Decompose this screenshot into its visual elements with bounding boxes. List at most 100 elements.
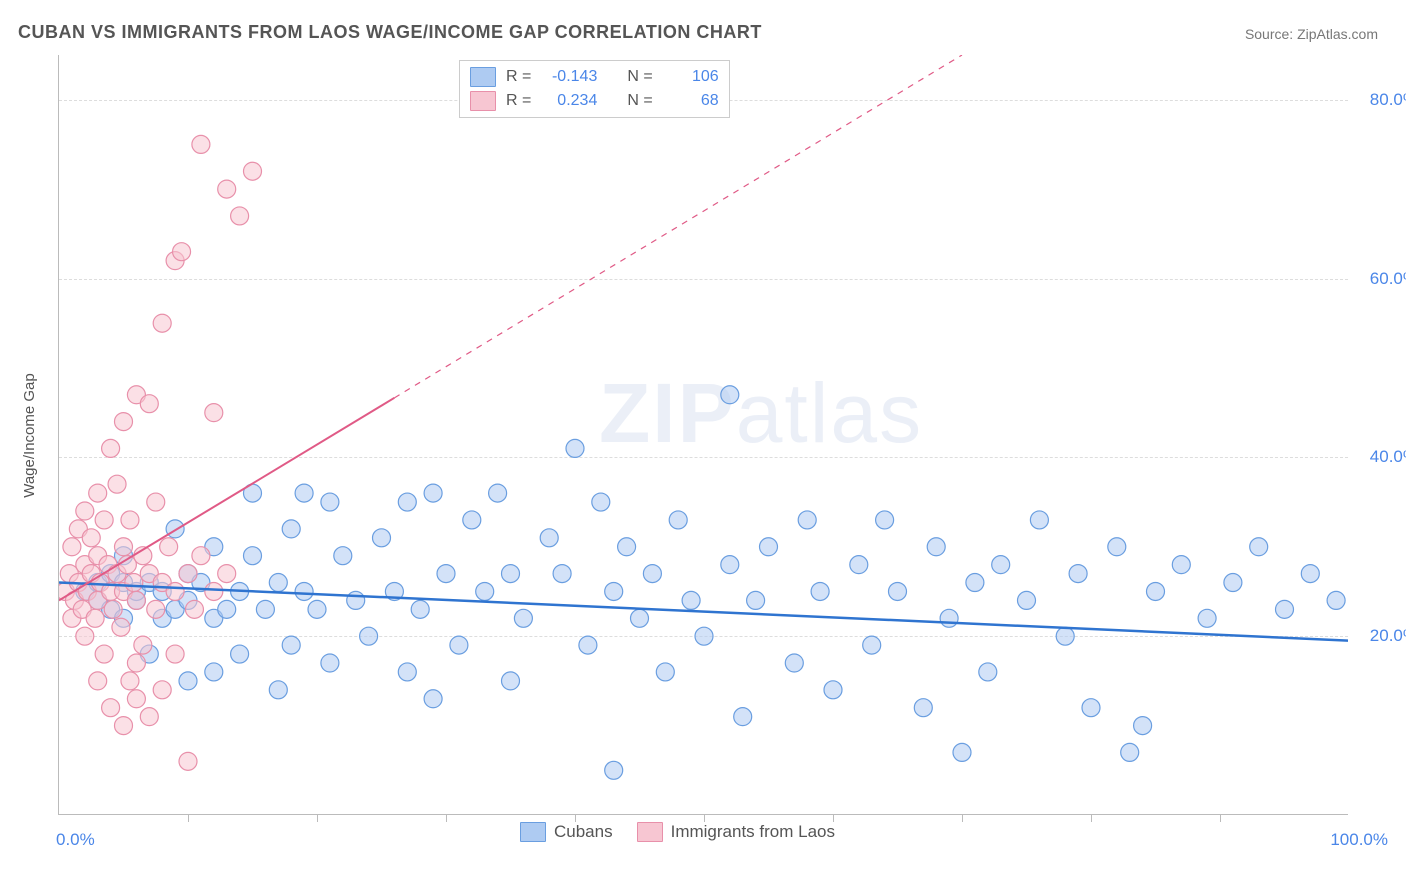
data-point-cubans [695, 627, 713, 645]
data-point-laos [82, 529, 100, 547]
data-point-cubans [1250, 538, 1268, 556]
data-point-cubans [643, 565, 661, 583]
r-label: R = [506, 92, 531, 110]
legend-item: Cubans [520, 822, 613, 842]
data-point-laos [112, 618, 130, 636]
series-legend: CubansImmigrants from Laos [520, 822, 835, 842]
plot-area: 20.0%40.0%60.0%80.0% ZIPatlas R =-0.143N… [58, 55, 1348, 815]
data-point-laos [192, 135, 210, 153]
data-point-laos [185, 600, 203, 618]
data-point-laos [147, 600, 165, 618]
data-point-cubans [734, 708, 752, 726]
data-point-cubans [282, 636, 300, 654]
data-point-laos [115, 413, 133, 431]
data-point-cubans [179, 672, 197, 690]
data-point-cubans [1030, 511, 1048, 529]
legend-swatch [637, 822, 663, 842]
data-point-laos [153, 314, 171, 332]
data-point-cubans [785, 654, 803, 672]
data-point-cubans [502, 672, 520, 690]
data-point-laos [179, 752, 197, 770]
data-point-cubans [889, 582, 907, 600]
data-point-cubans [566, 439, 584, 457]
data-point-cubans [398, 493, 416, 511]
data-point-cubans [295, 582, 313, 600]
data-point-laos [127, 690, 145, 708]
data-point-cubans [721, 556, 739, 574]
data-point-cubans [618, 538, 636, 556]
data-point-laos [153, 681, 171, 699]
r-value: 0.234 [541, 92, 597, 110]
x-tick [317, 814, 318, 822]
data-point-cubans [1134, 717, 1152, 735]
data-point-laos [95, 645, 113, 663]
data-point-laos [115, 538, 133, 556]
data-point-cubans [914, 699, 932, 717]
n-label: N = [627, 68, 652, 86]
data-point-laos [160, 538, 178, 556]
data-point-cubans [1224, 574, 1242, 592]
data-point-laos [231, 207, 249, 225]
data-point-cubans [373, 529, 391, 547]
y-tick-label: 20.0% [1358, 626, 1406, 646]
data-point-laos [179, 565, 197, 583]
stats-legend: R =-0.143N =106R =0.234N =68 [459, 60, 730, 118]
data-point-cubans [321, 493, 339, 511]
x-tick [446, 814, 447, 822]
data-point-cubans [334, 547, 352, 565]
data-point-cubans [489, 484, 507, 502]
data-point-cubans [747, 591, 765, 609]
data-point-laos [108, 475, 126, 493]
data-point-cubans [798, 511, 816, 529]
data-point-cubans [1121, 743, 1139, 761]
data-point-cubans [360, 627, 378, 645]
n-value: 106 [663, 68, 719, 86]
n-value: 68 [663, 92, 719, 110]
y-axis-label: Wage/Income Gap [21, 373, 38, 498]
data-point-cubans [256, 600, 274, 618]
data-point-laos [115, 717, 133, 735]
chart-svg [59, 55, 1348, 814]
data-point-cubans [966, 574, 984, 592]
data-point-cubans [218, 600, 236, 618]
x-tick [188, 814, 189, 822]
data-point-laos [205, 582, 223, 600]
data-point-cubans [1198, 609, 1216, 627]
data-point-cubans [347, 591, 365, 609]
data-point-laos [166, 582, 184, 600]
data-point-cubans [269, 681, 287, 699]
data-point-cubans [424, 484, 442, 502]
r-value: -0.143 [541, 68, 597, 86]
x-tick [704, 814, 705, 822]
data-point-cubans [631, 609, 649, 627]
data-point-laos [121, 511, 139, 529]
y-tick-label: 80.0% [1358, 90, 1406, 110]
data-point-cubans [205, 663, 223, 681]
data-point-cubans [605, 582, 623, 600]
legend-swatch [470, 91, 496, 111]
data-point-cubans [1327, 591, 1345, 609]
x-tick [833, 814, 834, 822]
data-point-cubans [553, 565, 571, 583]
r-label: R = [506, 68, 531, 86]
data-point-laos [102, 439, 120, 457]
y-tick-label: 60.0% [1358, 269, 1406, 289]
data-point-laos [218, 180, 236, 198]
data-point-cubans [579, 636, 597, 654]
x-axis-start: 0.0% [56, 830, 95, 850]
data-point-cubans [269, 574, 287, 592]
data-point-cubans [1056, 627, 1074, 645]
data-point-cubans [540, 529, 558, 547]
data-point-cubans [244, 547, 262, 565]
data-point-cubans [953, 743, 971, 761]
data-point-cubans [992, 556, 1010, 574]
data-point-cubans [321, 654, 339, 672]
legend-swatch [470, 67, 496, 87]
data-point-cubans [411, 600, 429, 618]
data-point-laos [192, 547, 210, 565]
data-point-cubans [824, 681, 842, 699]
data-point-cubans [940, 609, 958, 627]
data-point-cubans [1108, 538, 1126, 556]
data-point-laos [76, 627, 94, 645]
data-point-cubans [682, 591, 700, 609]
